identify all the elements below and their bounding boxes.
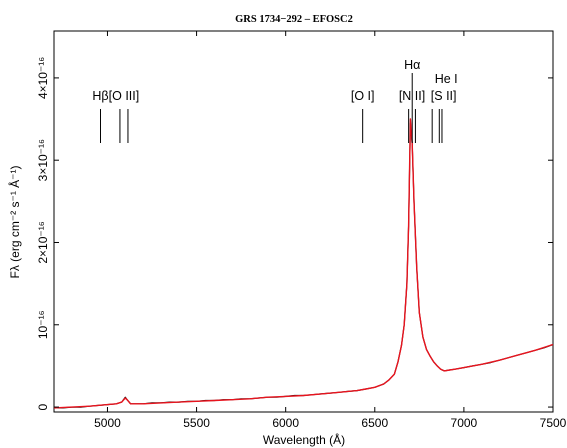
x-tick-label: 6000 [272, 416, 299, 430]
x-tick-label: 5000 [94, 416, 121, 430]
series-layer [53, 118, 554, 409]
y-tick-label: 0 [36, 403, 50, 410]
x-tick-label: 7000 [451, 416, 478, 430]
line-marker-label: [S II] [431, 89, 457, 103]
chart-title: GRS 1734−292 – EFOSC2 [235, 14, 353, 25]
line-marker-label: Hα [404, 58, 420, 72]
x-tick-label: 5500 [183, 416, 210, 430]
y-axis-label: Fλ (erg cm⁻² s⁻¹ Å⁻¹) [7, 166, 22, 279]
y-tick-label: 3×10⁻¹⁶ [36, 139, 50, 181]
y-tick-label: 10⁻¹⁶ [36, 310, 50, 339]
plot-frame [53, 30, 554, 413]
line-marker-label: Hβ [92, 89, 108, 103]
x-tick-label: 7500 [540, 416, 567, 430]
axis-ticks: 5000 5500 6000 6500 7000 7500 0 10⁻¹⁶ 2×10⁻¹⁶ 3×1… [36, 31, 567, 430]
y-tick-label: 4×10⁻¹⁶ [36, 57, 50, 99]
y-tick-label: 2×10⁻¹⁶ [36, 221, 50, 263]
line-marker-label: [O III] [109, 89, 140, 103]
x-tick-label: 6500 [361, 416, 388, 430]
model-fit-line [53, 118, 554, 409]
x-axis-label: Wavelength (Å) [263, 432, 345, 447]
line-marker-label: [O I] [351, 89, 375, 103]
line-marker-label: He I [435, 72, 458, 86]
